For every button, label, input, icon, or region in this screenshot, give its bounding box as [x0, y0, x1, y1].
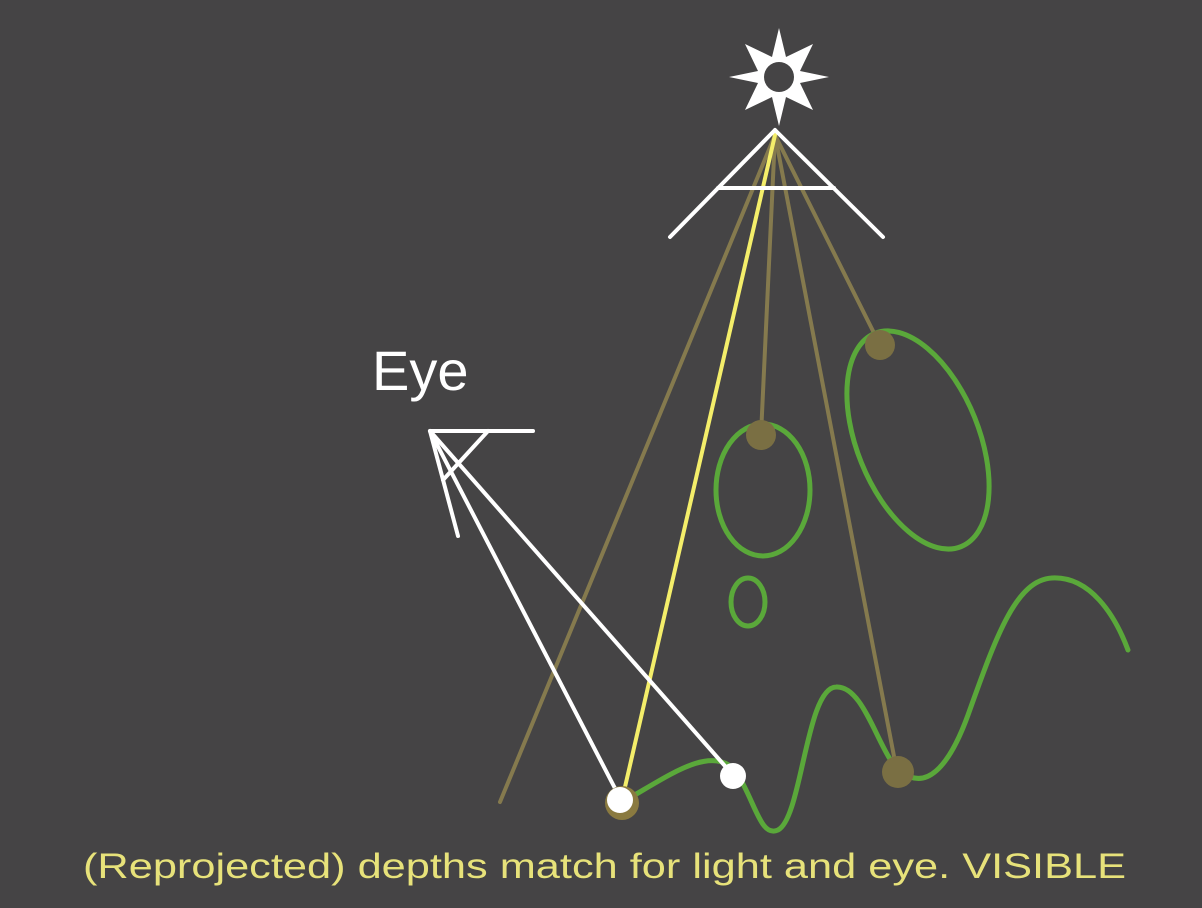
eye-ray-to-visible-point	[428, 429, 622, 800]
eye-ray-to-second-point	[428, 429, 734, 776]
eye-frustum-edge-lower	[428, 429, 460, 538]
light-ray-highlighted	[620, 133, 777, 802]
caption-text: (Reprojected) depths match for light and…	[83, 847, 1126, 886]
visible-point	[607, 787, 633, 813]
sun-icon	[729, 28, 829, 126]
shadow-sample-ground	[882, 756, 914, 788]
light-ray-to-small-ellipse	[759, 133, 777, 437]
light-ray-to-tall-ellipse	[773, 133, 882, 347]
light-ray-far-left	[498, 133, 777, 804]
eye-frustum-icon	[428, 429, 734, 800]
sun-core	[764, 62, 794, 92]
light-ray-to-ground-right	[773, 133, 899, 774]
second-surface-point	[720, 763, 746, 789]
shadow-sample-tall-ellipse	[865, 330, 895, 360]
light-frustum	[668, 128, 885, 239]
light-frustum-right-edge	[773, 128, 885, 239]
tall-ellipse-object	[844, 328, 992, 552]
light-rays-faded	[498, 133, 899, 804]
scene-geometry	[623, 328, 1131, 834]
ground-curve	[623, 575, 1131, 834]
shadow-sample-small-ellipse	[746, 420, 776, 450]
tiny-ellipse-object	[728, 575, 768, 629]
eye-label: Eye	[372, 339, 469, 402]
light-frustum-left-edge	[668, 128, 777, 239]
